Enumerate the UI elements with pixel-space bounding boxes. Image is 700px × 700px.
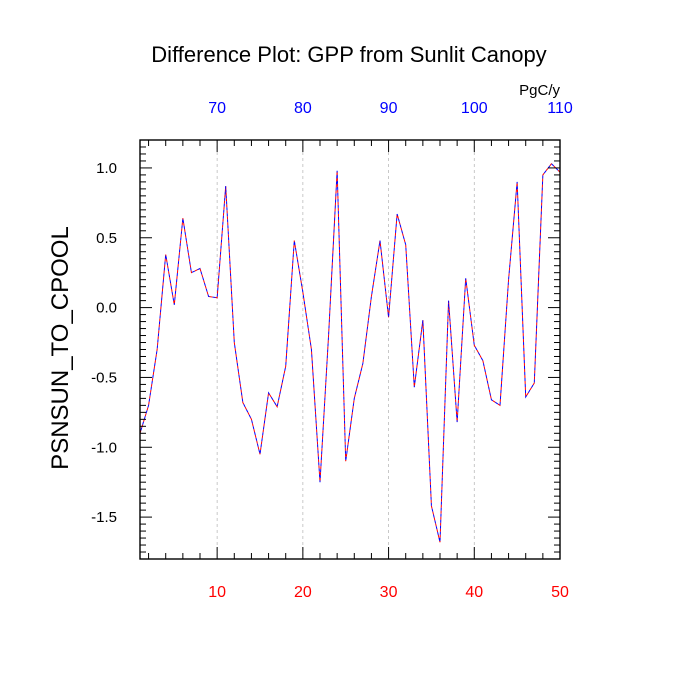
plot-frame <box>139 139 561 560</box>
bottom-tick-label: 30 <box>380 584 398 601</box>
gridlines <box>216 140 475 559</box>
axis-ticks <box>140 140 561 559</box>
top-tick-label: 80 <box>294 100 312 117</box>
series-lines <box>139 162 561 543</box>
series-line-red-dash <box>139 162 561 543</box>
top-axis-units-label: PgC/y <box>519 82 560 99</box>
chart-title: Difference Plot: GPP from Sunlit Canopy <box>151 42 546 67</box>
bottom-tick-label: 10 <box>208 584 226 601</box>
top-tick-label: 70 <box>208 100 226 117</box>
y-tick-label: 0.0 <box>96 300 117 317</box>
y-tick-label: -1.5 <box>91 509 117 526</box>
y-tick-label: 0.5 <box>96 230 117 247</box>
top-tick-label: 100 <box>461 100 488 117</box>
y-tick-label: -1.0 <box>91 439 117 456</box>
bottom-tick-label: 40 <box>465 584 483 601</box>
y-axis-label: PSNSUN_TO_CPOOL <box>47 226 74 470</box>
bottom-tick-label: 20 <box>294 584 312 601</box>
bottom-tick-label: 50 <box>551 584 569 601</box>
y-tick-label: -0.5 <box>91 369 117 386</box>
top-tick-label: 110 <box>547 100 573 117</box>
top-tick-label: 90 <box>380 100 398 117</box>
y-tick-label: 1.0 <box>96 160 117 177</box>
axis-tick-labels: 10 20 30 40 50 70 80 90 100 110 1.0 0.5 0.0 -0.5 -1.0 -… <box>91 100 573 601</box>
series-line-blue-dash <box>139 162 561 543</box>
